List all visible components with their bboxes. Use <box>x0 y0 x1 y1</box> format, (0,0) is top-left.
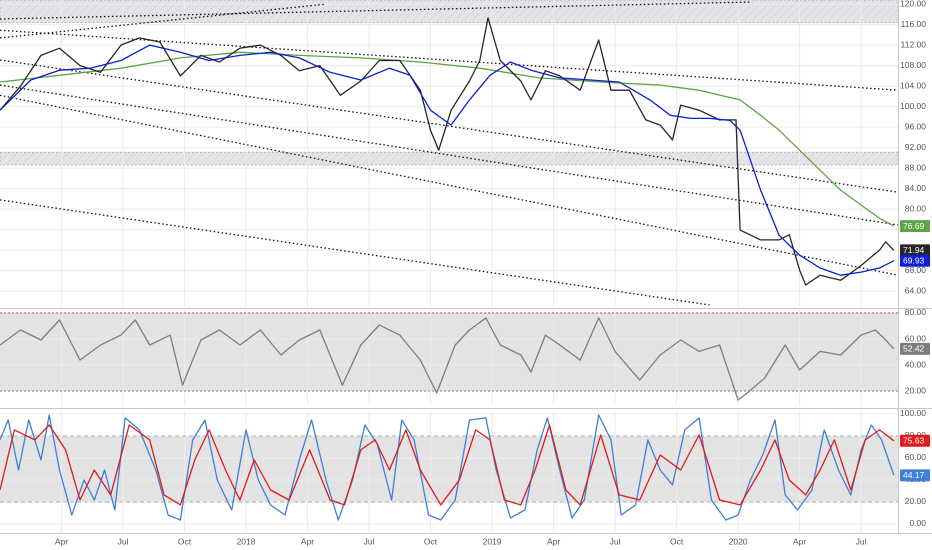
last-value-label: 52.42 <box>903 344 925 354</box>
series-line <box>0 317 895 401</box>
trend-line <box>0 94 898 276</box>
trend-line <box>0 59 898 193</box>
x-tick-label: Jul <box>610 536 621 546</box>
last-value-label: 71.94 <box>903 245 925 255</box>
y-tick-label: 96.00 <box>905 121 927 131</box>
y-tick-label: 0.00 <box>909 518 926 528</box>
series-line <box>0 17 895 286</box>
y-tick-label: 100.00 <box>900 408 926 418</box>
x-tick-label: 2019 <box>483 536 502 546</box>
y-tick-label: 64.00 <box>905 285 927 295</box>
y-tick-label: 92.00 <box>905 142 927 152</box>
x-tick-label: Jul <box>118 536 129 546</box>
y-tick-label: 100.00 <box>900 101 926 111</box>
series-line <box>0 414 895 521</box>
y-tick-label: 60.00 <box>905 333 927 343</box>
y-tick-label: 84.00 <box>905 183 927 193</box>
last-value-label: 44.17 <box>903 470 925 480</box>
last-value-tag <box>900 434 930 447</box>
x-tick-label: 2018 <box>237 536 256 546</box>
last-value-tag <box>900 244 930 257</box>
y-tick-label: 80.00 <box>905 203 927 213</box>
series-line <box>0 51 895 227</box>
series-line <box>0 424 895 506</box>
last-value-label: 76.69 <box>903 221 925 231</box>
indicator-band <box>0 312 898 392</box>
last-value-tag <box>900 469 930 482</box>
last-value-tag <box>900 342 930 355</box>
x-tick-label: Oct <box>424 536 438 546</box>
y-tick-label: 108.00 <box>900 60 926 70</box>
pane <box>0 411 898 532</box>
trend-line <box>0 3 327 39</box>
trend-line <box>0 1 751 20</box>
x-tick-label: Oct <box>670 536 684 546</box>
last-value-tag <box>900 220 930 233</box>
y-tick-label: 112.00 <box>901 39 927 49</box>
last-value-tag <box>900 254 930 267</box>
y-tick-label: 116.00 <box>901 19 927 29</box>
indicator-band <box>0 435 898 502</box>
series-line <box>0 44 895 276</box>
x-tick-label: Apr <box>793 536 806 546</box>
price-zone <box>0 151 898 166</box>
x-tick-label: 2020 <box>729 536 748 546</box>
y-tick-label: 20.00 <box>905 385 927 395</box>
y-tick-label: 68.00 <box>905 265 927 275</box>
price-zone <box>0 0 898 24</box>
last-value-label: 69.93 <box>903 255 925 265</box>
y-tick-label: 20.00 <box>905 496 927 506</box>
y-tick-label: 60.00 <box>905 452 927 462</box>
last-value-label: 75.63 <box>903 436 925 446</box>
pane <box>0 310 898 406</box>
x-tick-label: Oct <box>178 536 192 546</box>
x-tick-label: Apr <box>55 536 68 546</box>
x-tick-label: Jul <box>364 536 375 546</box>
y-tick-label: 40.00 <box>905 359 927 369</box>
y-tick-label: 88.00 <box>905 162 927 172</box>
trend-line <box>0 84 898 226</box>
y-tick-label: 120.00 <box>900 0 926 8</box>
x-tick-label: Apr <box>301 536 314 546</box>
x-tick-label: Apr <box>547 536 560 546</box>
pane <box>0 0 898 307</box>
y-tick-label: 80.00 <box>905 307 927 317</box>
y-tick-label: 104.00 <box>900 80 926 90</box>
x-tick-label: Jul <box>856 536 867 546</box>
